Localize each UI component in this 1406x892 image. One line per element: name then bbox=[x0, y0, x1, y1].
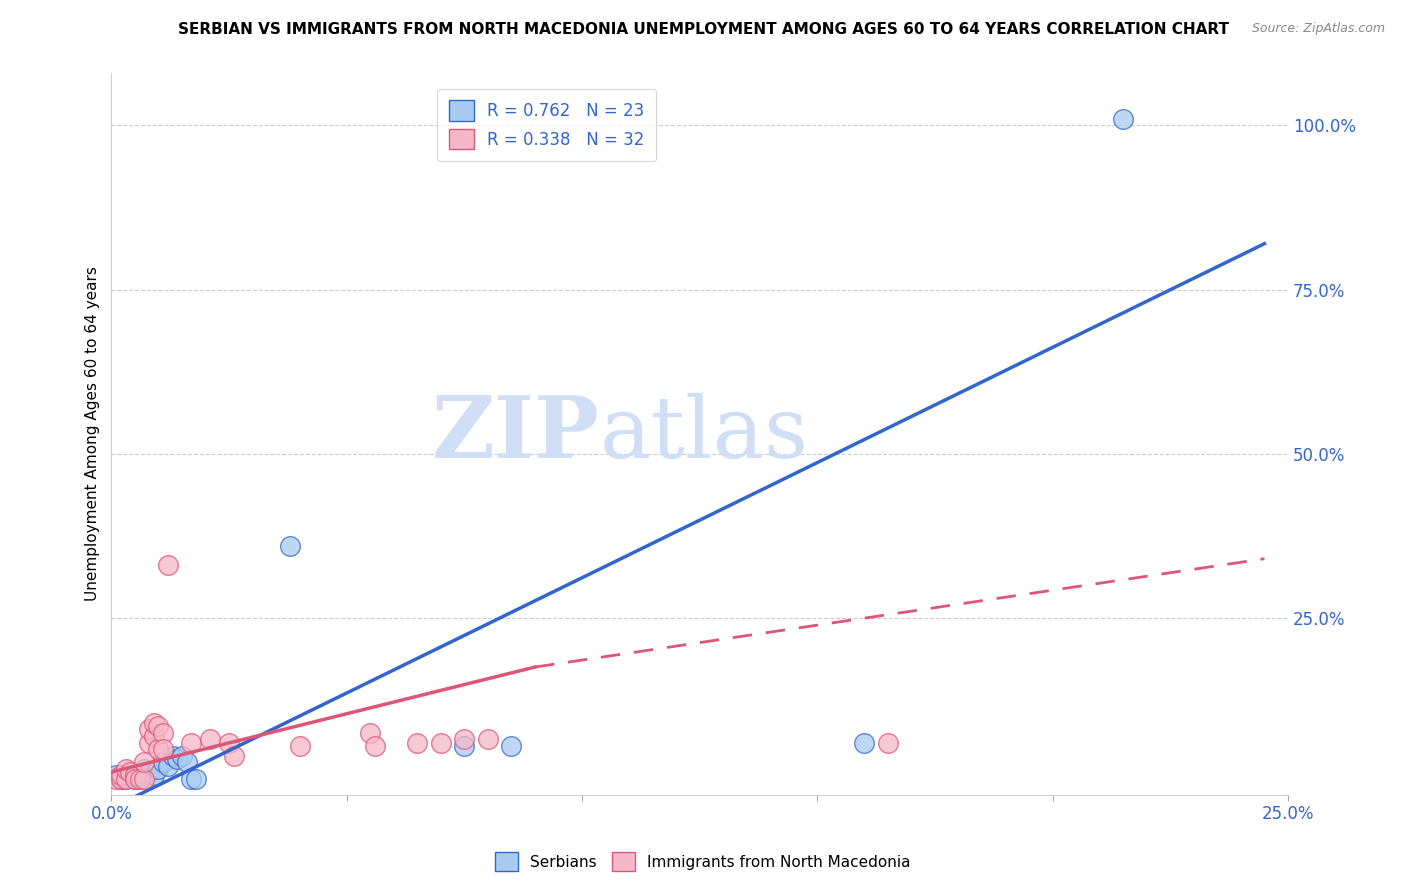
Text: atlas: atlas bbox=[600, 392, 808, 475]
Point bbox=[105, 768, 128, 782]
Point bbox=[180, 735, 202, 749]
Point bbox=[124, 772, 146, 786]
Point bbox=[184, 772, 207, 786]
Point bbox=[477, 732, 499, 747]
Point bbox=[1112, 112, 1135, 126]
Point bbox=[128, 772, 150, 786]
Point bbox=[138, 765, 160, 780]
Text: Source: ZipAtlas.com: Source: ZipAtlas.com bbox=[1251, 22, 1385, 36]
Legend: Serbians, Immigrants from North Macedonia: Serbians, Immigrants from North Macedoni… bbox=[489, 847, 917, 877]
Point bbox=[142, 768, 165, 782]
Point bbox=[453, 732, 475, 747]
Point bbox=[200, 732, 222, 747]
Point bbox=[152, 742, 174, 756]
Point bbox=[152, 756, 174, 770]
Point bbox=[166, 752, 188, 766]
Point bbox=[359, 725, 381, 739]
Point bbox=[453, 739, 475, 753]
Point bbox=[222, 748, 245, 763]
Point bbox=[114, 772, 136, 786]
Point bbox=[114, 772, 136, 786]
Point bbox=[142, 715, 165, 730]
Point bbox=[134, 762, 156, 776]
Point bbox=[148, 762, 170, 776]
Point bbox=[877, 735, 900, 749]
Point bbox=[110, 772, 132, 786]
Point bbox=[156, 758, 179, 772]
Point bbox=[364, 739, 387, 753]
Point bbox=[218, 735, 240, 749]
Point bbox=[134, 772, 156, 786]
Point bbox=[124, 772, 146, 786]
Point bbox=[180, 772, 202, 786]
Point bbox=[162, 748, 184, 763]
Point bbox=[278, 539, 301, 553]
Point bbox=[170, 748, 193, 763]
Point bbox=[853, 735, 876, 749]
Point bbox=[148, 742, 170, 756]
Point bbox=[110, 772, 132, 786]
Point bbox=[105, 772, 128, 786]
Point bbox=[120, 765, 142, 780]
Y-axis label: Unemployment Among Ages 60 to 64 years: Unemployment Among Ages 60 to 64 years bbox=[86, 267, 100, 601]
Point bbox=[148, 719, 170, 733]
Legend: R = 0.762   N = 23, R = 0.338   N = 32: R = 0.762 N = 23, R = 0.338 N = 32 bbox=[437, 88, 657, 161]
Text: ZIP: ZIP bbox=[432, 392, 600, 476]
Point bbox=[288, 739, 311, 753]
Point bbox=[128, 772, 150, 786]
Point bbox=[120, 768, 142, 782]
Point bbox=[142, 729, 165, 743]
Point bbox=[176, 756, 198, 770]
Point bbox=[501, 739, 523, 753]
Point bbox=[138, 735, 160, 749]
Point bbox=[152, 725, 174, 739]
Point bbox=[138, 723, 160, 737]
Point bbox=[124, 768, 146, 782]
Point bbox=[110, 768, 132, 782]
Point bbox=[406, 735, 429, 749]
Point bbox=[134, 756, 156, 770]
Point bbox=[430, 735, 453, 749]
Point bbox=[156, 558, 179, 573]
Text: SERBIAN VS IMMIGRANTS FROM NORTH MACEDONIA UNEMPLOYMENT AMONG AGES 60 TO 64 YEAR: SERBIAN VS IMMIGRANTS FROM NORTH MACEDON… bbox=[177, 22, 1229, 37]
Point bbox=[114, 762, 136, 776]
